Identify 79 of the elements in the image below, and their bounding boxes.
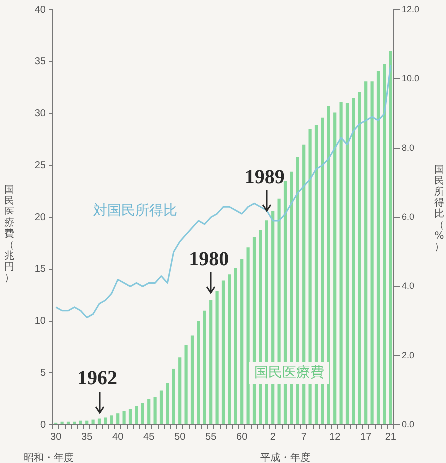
bar xyxy=(73,422,76,424)
annotation: 1989 xyxy=(244,166,285,188)
bar xyxy=(86,420,89,424)
bar xyxy=(160,390,164,424)
bar xyxy=(246,248,250,424)
text: 国民医療費（兆円） xyxy=(4,185,14,284)
bar xyxy=(376,71,380,424)
y-tick-label: 30 xyxy=(34,108,46,120)
series-label: 国民医療費 xyxy=(254,364,324,381)
y2-tick-label: 8.0 xyxy=(402,142,415,153)
x-tick-label: 2 xyxy=(270,432,276,443)
bar xyxy=(79,420,82,424)
annotation: 1962 xyxy=(78,368,118,390)
bar xyxy=(197,321,200,424)
bar xyxy=(364,82,368,424)
y-tick-label: 0 xyxy=(40,420,46,431)
y-tick-label: 40 xyxy=(34,4,46,16)
bar xyxy=(184,345,188,424)
y2-tick-label: 10.0 xyxy=(402,74,420,84)
bar xyxy=(128,409,132,424)
y-tick-label: 25 xyxy=(34,160,46,172)
bar xyxy=(222,280,226,424)
bar xyxy=(340,102,343,424)
x-tick-label: 45 xyxy=(144,432,156,443)
bar xyxy=(346,103,350,424)
x-tick-label: 50 xyxy=(174,432,186,443)
bar xyxy=(216,291,219,424)
bar xyxy=(116,414,120,424)
y-tick-label: 35 xyxy=(34,56,46,68)
bar xyxy=(203,310,206,424)
bar xyxy=(172,368,176,424)
y2-axis-title: 国民所得比（%） xyxy=(434,165,445,253)
x-tick-label: 35 xyxy=(82,432,94,443)
y-tick-label: 15 xyxy=(34,264,46,276)
bar xyxy=(352,98,356,424)
bar xyxy=(240,259,244,424)
x-tick-label: 40 xyxy=(112,432,124,443)
bar xyxy=(370,82,374,424)
series-label: 対国民所得比 xyxy=(93,202,178,219)
y2-tick-label: 4.0 xyxy=(402,281,415,292)
bar xyxy=(190,336,194,424)
bar xyxy=(141,403,144,424)
bar xyxy=(104,418,108,424)
bar xyxy=(210,300,213,424)
bar xyxy=(154,396,157,424)
bar xyxy=(383,64,386,424)
y2-tick-label: 0.0 xyxy=(402,419,415,430)
bar xyxy=(66,422,70,424)
bar xyxy=(60,422,64,424)
bar xyxy=(234,268,238,424)
y-tick-label: 20 xyxy=(34,212,46,224)
bar xyxy=(228,274,232,424)
bar xyxy=(166,384,170,424)
bar xyxy=(358,92,362,424)
x-tick-label: 17 xyxy=(360,432,372,443)
x-tick-label: 30 xyxy=(50,432,62,443)
bar xyxy=(110,416,114,424)
y2-tick-label: 6.0 xyxy=(402,212,415,222)
x-tick-label: 21 xyxy=(385,432,397,443)
bar xyxy=(135,406,138,424)
bar xyxy=(327,106,330,424)
annotation: 1980 xyxy=(189,248,230,270)
x-tick-label: 55 xyxy=(206,432,218,443)
y-tick-label: 10 xyxy=(34,316,46,327)
x-tick-label: 7 xyxy=(301,432,308,443)
bar xyxy=(98,418,102,424)
x-tick-label: 12 xyxy=(330,432,342,443)
bar xyxy=(122,412,126,424)
bar xyxy=(92,420,95,424)
text: 平成・年度 xyxy=(260,452,310,463)
y2-tick-label: 12.0 xyxy=(402,4,420,14)
bar xyxy=(148,399,151,424)
bar xyxy=(389,52,392,424)
bar xyxy=(178,358,182,424)
y2-tick-label: 2.0 xyxy=(402,350,415,360)
y-tick-label: 5 xyxy=(40,368,46,379)
x-tick-label: 60 xyxy=(236,432,248,443)
x-axis-title: 昭和・年度 xyxy=(24,452,74,463)
bar xyxy=(334,112,337,424)
